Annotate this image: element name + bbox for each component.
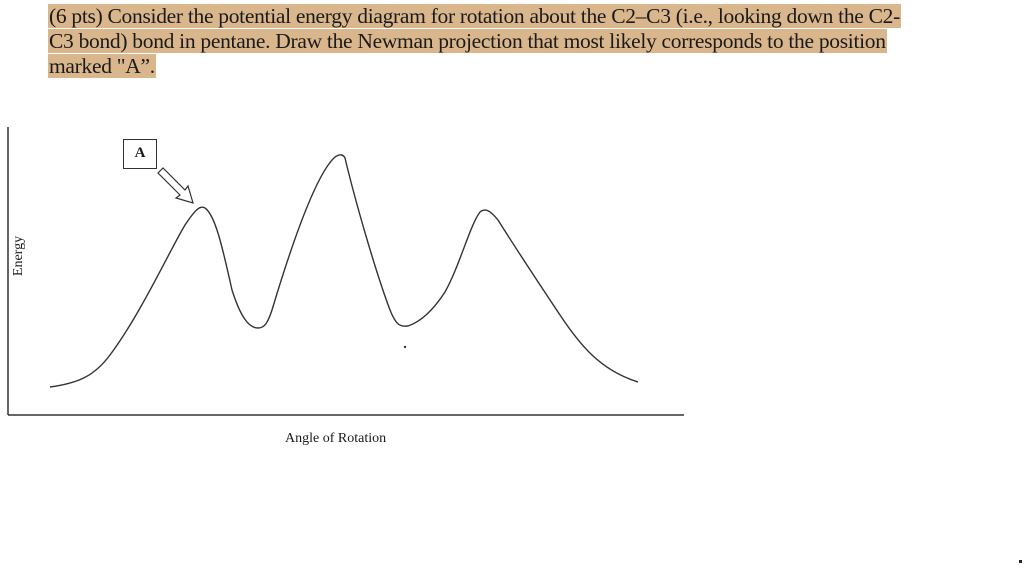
question-line-3: marked "A”. bbox=[48, 54, 156, 78]
x-axis-label: Angle of Rotation bbox=[285, 431, 387, 446]
question-text: (6 pts) Consider the potential energy di… bbox=[48, 4, 993, 79]
corner-dot bbox=[1019, 560, 1022, 563]
marker-a-box: A bbox=[123, 139, 157, 169]
energy-curve bbox=[49, 154, 639, 388]
arrow-icon bbox=[157, 167, 194, 204]
energy-curve-plot bbox=[7, 127, 684, 416]
question-line-1: (6 pts) Consider the potential energy di… bbox=[48, 4, 901, 28]
y-axis-label: Energy bbox=[11, 235, 26, 277]
question-line-2: C3 bond) bond in pentane. Draw the Newma… bbox=[48, 29, 887, 53]
